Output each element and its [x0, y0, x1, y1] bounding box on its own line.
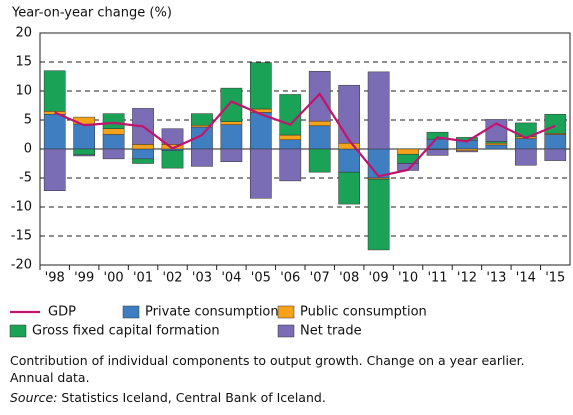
bar — [367, 71, 390, 150]
bar — [132, 148, 154, 160]
legend-label: Private consumption — [145, 305, 279, 320]
bar — [191, 148, 213, 167]
bar — [73, 148, 96, 156]
bar — [426, 131, 449, 140]
x-tick-label: '13 — [486, 271, 506, 286]
legend-swatch — [9, 324, 27, 338]
bar — [279, 94, 302, 136]
note: Contribution of individual components to… — [10, 353, 525, 385]
x-tick-label: '04 — [221, 271, 241, 286]
x-tick-label: '10 — [398, 271, 418, 286]
bar — [43, 113, 66, 150]
bar — [308, 120, 331, 127]
bar — [514, 138, 537, 150]
legend-label: Net trade — [300, 324, 362, 339]
bar — [308, 71, 331, 122]
bar — [308, 148, 331, 173]
x-tick-label: '05 — [251, 271, 271, 286]
bar — [367, 178, 390, 251]
bar — [43, 148, 66, 192]
bar — [249, 62, 272, 110]
x-tick-label: '08 — [339, 271, 359, 286]
x-tick-label: '15 — [545, 271, 565, 286]
bar — [544, 134, 567, 150]
bar — [456, 148, 478, 151]
chart: Year-on-year change (%) -20 -15 -10 -5 0 5 10 1… — [9, 6, 571, 339]
x-tick-label: '07 — [310, 271, 330, 286]
source-line: Source: Statistics Iceland, Central Bank… — [10, 389, 326, 406]
bar — [73, 154, 96, 157]
x-tick-label: '03 — [192, 271, 212, 286]
bar — [338, 84, 361, 144]
legend-label: Gross fixed capital formation — [32, 324, 220, 339]
x-tick-label: '00 — [104, 271, 124, 286]
bar — [220, 148, 243, 163]
line — [54, 92, 556, 178]
bar — [308, 125, 331, 150]
bar — [102, 113, 125, 129]
y-tick-label: -20 — [11, 258, 32, 273]
legend-label: GDP — [48, 305, 76, 320]
bar — [220, 121, 243, 125]
x-tick-label: '98 — [45, 271, 65, 286]
x-tick-label: '12 — [457, 271, 477, 286]
bar — [544, 113, 567, 134]
bar — [249, 148, 272, 199]
x-tick-label: '09 — [369, 271, 389, 286]
y-tick-label: 10 — [15, 84, 32, 99]
bar — [102, 134, 125, 150]
bar — [279, 148, 302, 182]
bar — [191, 113, 213, 126]
bar — [456, 150, 478, 153]
legend-swatch — [277, 305, 295, 319]
bar — [102, 128, 125, 135]
y-tick-label: 20 — [15, 26, 32, 41]
bar — [279, 139, 302, 150]
y-tick-label: -10 — [11, 200, 32, 215]
legend-label: Public consumption — [300, 305, 427, 320]
x-tick-label: '06 — [280, 271, 300, 286]
bar — [73, 123, 96, 150]
bar — [485, 141, 508, 144]
y-tick-label: 15 — [15, 55, 32, 70]
bar — [132, 144, 154, 150]
bar — [397, 148, 419, 155]
bar — [338, 171, 361, 205]
legend-swatch — [277, 324, 295, 338]
bar — [161, 128, 184, 145]
source-label: Source: — [10, 390, 58, 405]
bar — [102, 148, 125, 160]
bar — [426, 149, 449, 156]
x-tick-label: '02 — [162, 271, 182, 286]
bar — [43, 70, 66, 112]
x-tick-label: '11 — [427, 271, 447, 286]
bar — [132, 158, 154, 164]
y-tick-label: 0 — [24, 142, 32, 157]
source: Statistics Iceland, Central Bank of Icel… — [61, 390, 326, 405]
x-tick-label: '01 — [133, 271, 153, 286]
bar — [514, 148, 537, 166]
bar — [338, 148, 361, 173]
x-tick-label: '99 — [74, 271, 94, 286]
bar — [544, 148, 567, 161]
x-tick-label: '14 — [516, 271, 536, 286]
y-tick-label: -15 — [11, 229, 32, 244]
chart-title: Year-on-year change (%) — [11, 6, 172, 21]
bar — [485, 142, 508, 146]
bar — [220, 124, 243, 150]
bar — [485, 144, 508, 150]
legend-swatch — [122, 305, 140, 319]
y-tick-label: -5 — [19, 171, 32, 186]
bar — [279, 134, 302, 140]
bar — [161, 150, 184, 169]
y-tick-label: 5 — [24, 113, 32, 128]
